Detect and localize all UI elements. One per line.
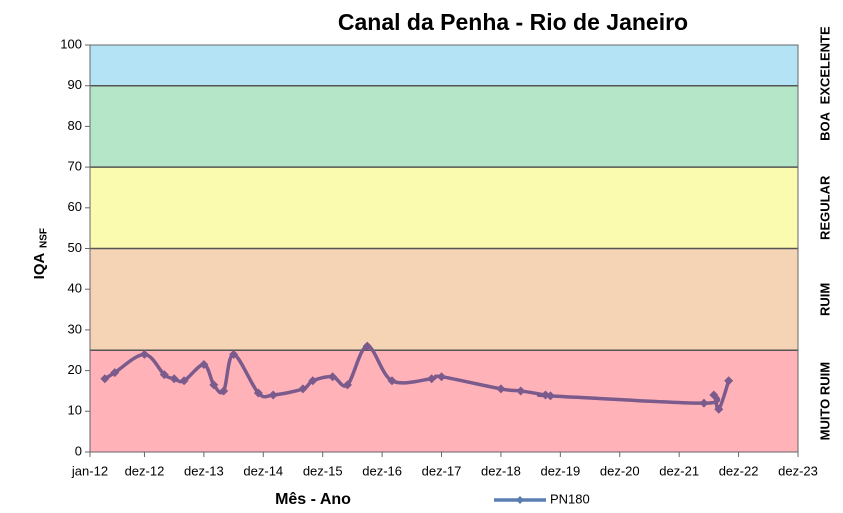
marker xyxy=(427,374,437,384)
x-tick-label: dez-16 xyxy=(362,463,402,478)
band xyxy=(90,167,798,249)
marker xyxy=(437,372,447,382)
y-tick-label: 90 xyxy=(68,77,82,92)
y-tick-label: 0 xyxy=(75,443,82,458)
x-tick-label: dez-12 xyxy=(125,463,165,478)
marker xyxy=(199,359,209,369)
x-tick-label: dez-23 xyxy=(778,463,818,478)
band-label: RUIM xyxy=(817,283,832,316)
marker xyxy=(709,390,719,400)
marker xyxy=(159,370,169,380)
marker xyxy=(229,349,239,359)
x-tick-label: dez-19 xyxy=(540,463,580,478)
y-tick-label: 10 xyxy=(68,403,82,418)
x-tick-label: dez-22 xyxy=(719,463,759,478)
marker xyxy=(496,384,506,394)
band-label: BOA xyxy=(817,111,832,140)
marker xyxy=(308,376,318,386)
marker xyxy=(219,386,229,396)
marker xyxy=(724,376,734,386)
marker xyxy=(699,398,709,408)
legend-label: PN180 xyxy=(550,491,590,506)
band-label: MUITO RUIM xyxy=(817,362,832,440)
y-tick-label: 100 xyxy=(60,36,82,51)
x-tick-label: dez-18 xyxy=(481,463,521,478)
x-axis-label: Mês - Ano xyxy=(275,491,351,508)
x-tick-label: dez-13 xyxy=(184,463,224,478)
legend-marker xyxy=(516,496,524,504)
y-tick-label: 50 xyxy=(68,240,82,255)
marker xyxy=(100,374,110,384)
x-tick-label: dez-15 xyxy=(303,463,343,478)
marker xyxy=(179,376,189,386)
marker xyxy=(342,380,352,390)
marker xyxy=(268,390,278,400)
x-tick-label: dez-14 xyxy=(243,463,283,478)
marker xyxy=(209,380,219,390)
band xyxy=(90,85,798,168)
marker xyxy=(139,349,149,359)
marker xyxy=(545,391,555,401)
marker xyxy=(362,341,372,351)
y-axis-label-group: IQA NSF xyxy=(31,228,50,279)
y-tick-label: 40 xyxy=(68,281,82,296)
marker xyxy=(110,368,120,378)
y-axis-label: IQA xyxy=(31,253,48,280)
y-tick-label: 60 xyxy=(68,199,82,214)
y-tick-label: 20 xyxy=(68,362,82,377)
x-tick-label: dez-17 xyxy=(422,463,462,478)
marker xyxy=(516,386,526,396)
y-axis-label-sub: NSF xyxy=(39,228,50,248)
band xyxy=(90,350,798,452)
y-tick-label: 30 xyxy=(68,321,82,336)
band xyxy=(90,45,798,86)
y-tick-label: 70 xyxy=(68,159,82,174)
x-tick-label: dez-21 xyxy=(659,463,699,478)
marker xyxy=(298,384,308,394)
band-label: EXCELENTE xyxy=(817,26,832,104)
marker xyxy=(253,388,263,398)
y-tick-label: 80 xyxy=(68,118,82,133)
band xyxy=(90,248,798,351)
marker xyxy=(714,404,724,414)
marker xyxy=(387,376,397,386)
marker xyxy=(169,374,179,384)
marker xyxy=(328,372,338,382)
x-tick-label: jan-12 xyxy=(71,463,108,478)
x-tick-label: dez-20 xyxy=(600,463,640,478)
chart-title: Canal da Penha - Rio de Janeiro xyxy=(338,9,688,35)
band-label: REGULAR xyxy=(817,175,832,240)
